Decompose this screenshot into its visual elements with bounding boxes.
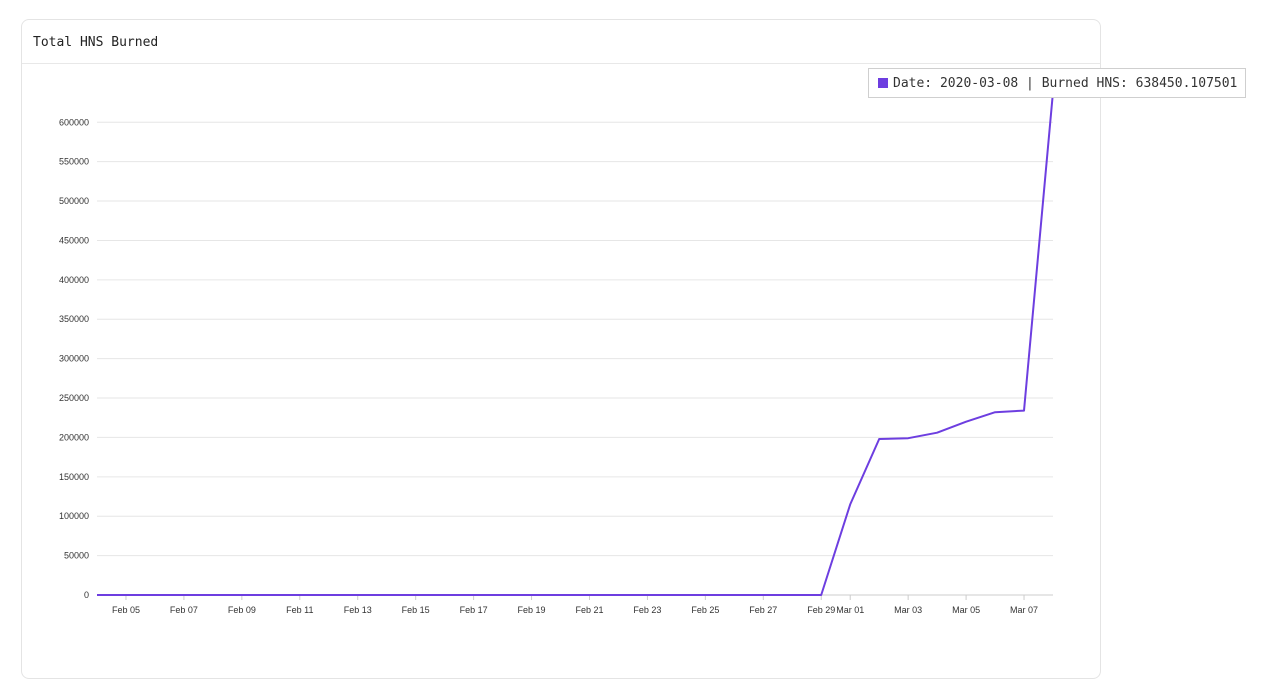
x-tick-label: Feb 11 <box>286 605 313 615</box>
x-tick-label: Feb 15 <box>402 605 430 615</box>
x-tick-label: Feb 21 <box>575 605 603 615</box>
x-tick-label: Feb 09 <box>228 605 256 615</box>
y-tick-label: 350000 <box>59 314 89 324</box>
x-tick-label: Feb 23 <box>633 605 661 615</box>
card-header: Total HNS Burned <box>22 20 1100 64</box>
y-tick-label: 0 <box>84 590 89 600</box>
chart-tooltip: Date: 2020-03-08 | Burned HNS: 638450.10… <box>868 68 1247 98</box>
x-tick-label: Feb 13 <box>344 605 372 615</box>
y-tick-label: 100000 <box>59 511 89 521</box>
x-tick-label: Feb 29 <box>807 605 835 615</box>
line-chart[interactable]: 0 50000 100000 150000 200000 250000 300000 3500… <box>0 0 1280 658</box>
tooltip-text: Date: 2020-03-08 | Burned HNS: 638450.10… <box>893 75 1238 91</box>
y-tick-label: 300000 <box>59 354 89 364</box>
y-tick-label: 550000 <box>59 157 89 167</box>
y-tick-label: 150000 <box>59 472 89 482</box>
x-tick-label: Feb 05 <box>112 605 140 615</box>
x-tick-label: Mar 05 <box>952 605 980 615</box>
y-tick-label: 200000 <box>59 432 89 442</box>
y-tick-label: 600000 <box>59 117 89 127</box>
series-line[interactable] <box>97 91 1054 596</box>
x-tick-label: Feb 07 <box>170 605 198 615</box>
y-tick-label: 450000 <box>59 235 89 245</box>
x-tick-label: Mar 01 <box>836 605 864 615</box>
x-tick-label: Feb 27 <box>749 605 777 615</box>
x-tick-label: Feb 19 <box>518 605 546 615</box>
card-title: Total HNS Burned <box>33 35 159 50</box>
x-tick-label: Feb 17 <box>460 605 488 615</box>
chart-card: Total HNS Burned <box>21 19 1101 679</box>
tooltip-swatch <box>878 78 888 88</box>
y-tick-label: 250000 <box>59 393 89 403</box>
x-tick-label: Feb 25 <box>691 605 719 615</box>
y-tick-label: 500000 <box>59 196 89 206</box>
y-tick-label: 50000 <box>64 551 89 561</box>
y-tick-label: 400000 <box>59 275 89 285</box>
x-tick-label: Mar 03 <box>894 605 922 615</box>
x-tick-label: Mar 07 <box>1010 605 1038 615</box>
